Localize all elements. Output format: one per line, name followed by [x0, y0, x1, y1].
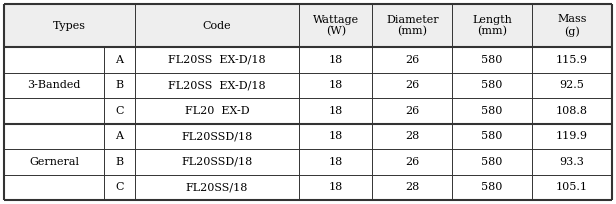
- Text: 18: 18: [328, 55, 343, 65]
- Text: 580: 580: [482, 131, 503, 141]
- Text: Wattage
(W): Wattage (W): [313, 14, 359, 37]
- Text: Mass
(g): Mass (g): [557, 14, 587, 37]
- Text: FL20SSD/18: FL20SSD/18: [181, 157, 253, 167]
- Text: 18: 18: [328, 182, 343, 192]
- Text: FL20  EX-D: FL20 EX-D: [185, 106, 249, 116]
- Text: 108.8: 108.8: [556, 106, 588, 116]
- Text: 119.9: 119.9: [556, 131, 588, 141]
- Text: 115.9: 115.9: [556, 55, 588, 65]
- Text: 580: 580: [482, 157, 503, 167]
- Text: C: C: [115, 106, 124, 116]
- Text: Code: Code: [203, 21, 232, 31]
- Text: B: B: [115, 80, 123, 90]
- Text: 93.3: 93.3: [559, 157, 585, 167]
- Text: 18: 18: [328, 157, 343, 167]
- Text: 28: 28: [405, 182, 419, 192]
- Text: 92.5: 92.5: [559, 80, 585, 90]
- Text: 18: 18: [328, 80, 343, 90]
- Text: 26: 26: [405, 157, 419, 167]
- Text: 18: 18: [328, 106, 343, 116]
- Text: A: A: [115, 55, 123, 65]
- Text: B: B: [115, 157, 123, 167]
- Text: 26: 26: [405, 55, 419, 65]
- Text: FL20SS/18: FL20SS/18: [186, 182, 248, 192]
- Text: Gerneral: Gerneral: [29, 157, 79, 167]
- Text: Length
(mm): Length (mm): [472, 14, 512, 37]
- Text: 580: 580: [482, 80, 503, 90]
- Text: 3-Banded: 3-Banded: [27, 80, 81, 90]
- Text: 580: 580: [482, 55, 503, 65]
- Text: FL20SS  EX-D/18: FL20SS EX-D/18: [168, 55, 266, 65]
- Text: 28: 28: [405, 131, 419, 141]
- Text: Diameter
(mm): Diameter (mm): [386, 14, 439, 37]
- Text: FL20SS  EX-D/18: FL20SS EX-D/18: [168, 80, 266, 90]
- Text: FL20SSD/18: FL20SSD/18: [181, 131, 253, 141]
- Text: C: C: [115, 182, 124, 192]
- Text: 580: 580: [482, 106, 503, 116]
- Bar: [4, 4, 612, 47]
- Text: 580: 580: [482, 182, 503, 192]
- Text: 18: 18: [328, 131, 343, 141]
- Text: Types: Types: [53, 21, 86, 31]
- Text: 26: 26: [405, 106, 419, 116]
- Text: A: A: [115, 131, 123, 141]
- Text: 26: 26: [405, 80, 419, 90]
- Text: 105.1: 105.1: [556, 182, 588, 192]
